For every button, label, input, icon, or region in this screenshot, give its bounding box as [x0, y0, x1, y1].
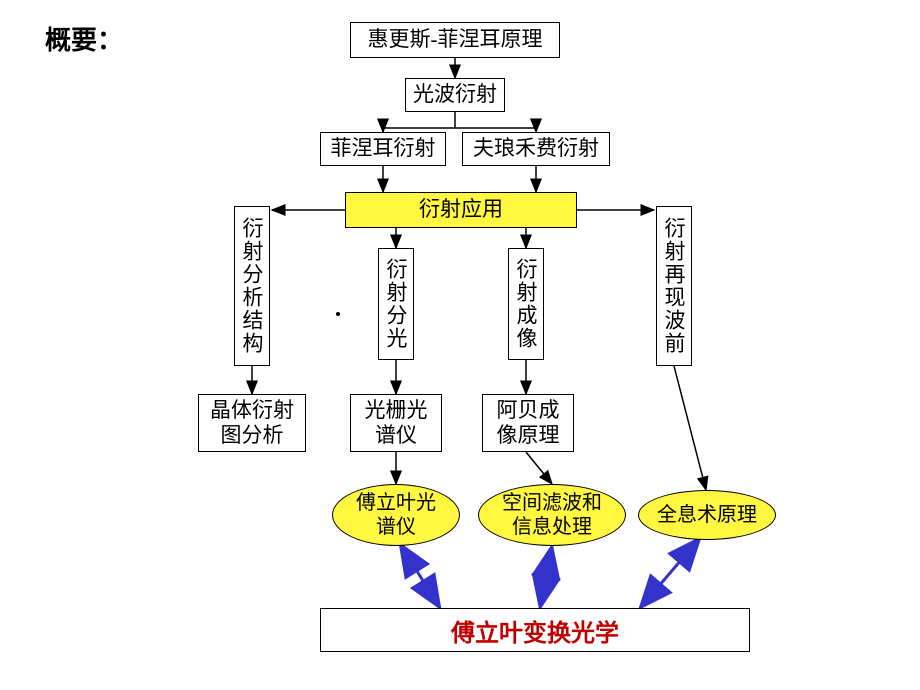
node-wave-diffraction: 光波衍射 [405, 78, 505, 112]
node-label: 菲涅耳衍射 [331, 136, 436, 161]
node-label: 衍射成像 [511, 258, 541, 350]
node-fourier-spectrometer: 傅立叶光 谱仪 [332, 484, 460, 546]
node-grating-spectrometer: 光栅光 谱仪 [350, 394, 442, 452]
node-label: 光波衍射 [413, 82, 497, 107]
node-spectroscopy: 衍射分光 [378, 248, 414, 360]
node-label: 夫琅禾费衍射 [473, 136, 599, 161]
node-imaging: 衍射成像 [508, 248, 544, 360]
node-fourier-optics: 傅立叶变换光学 [320, 608, 750, 652]
node-wavefront-reconstruction: 衍射再现波前 [656, 206, 692, 366]
node-label: 衍射分光 [381, 258, 411, 350]
node-label: 惠更斯-菲涅耳原理 [368, 27, 543, 52]
node-label: 傅立叶光 谱仪 [356, 491, 436, 539]
node-label: 光栅光 谱仪 [365, 398, 428, 448]
slide-title: 概要： [45, 20, 123, 57]
node-label: 傅立叶变换光学 [451, 613, 619, 648]
node-huygens-fresnel: 惠更斯-菲涅耳原理 [350, 22, 560, 58]
node-label: 衍射再现波前 [659, 217, 689, 355]
node-label: 衍射应用 [419, 197, 503, 222]
node-abbe-imaging: 阿贝成 像原理 [482, 394, 574, 452]
node-structure-analysis: 衍射分析结构 [234, 206, 270, 366]
node-diffraction-application: 衍射应用 [345, 192, 577, 228]
node-label: 全息术原理 [657, 503, 757, 527]
node-label: 晶体衍射 图分析 [210, 398, 294, 448]
node-label: 空间滤波和 信息处理 [502, 491, 602, 539]
node-fresnel-diffraction: 菲涅耳衍射 [320, 132, 446, 166]
node-holography: 全息术原理 [638, 490, 776, 540]
node-crystal-analysis: 晶体衍射 图分析 [198, 394, 306, 452]
node-label: 衍射分析结构 [237, 217, 267, 355]
node-label: 阿贝成 像原理 [497, 398, 560, 448]
node-fraunhofer-diffraction: 夫琅禾费衍射 [462, 132, 610, 166]
node-spatial-filtering: 空间滤波和 信息处理 [478, 484, 626, 546]
